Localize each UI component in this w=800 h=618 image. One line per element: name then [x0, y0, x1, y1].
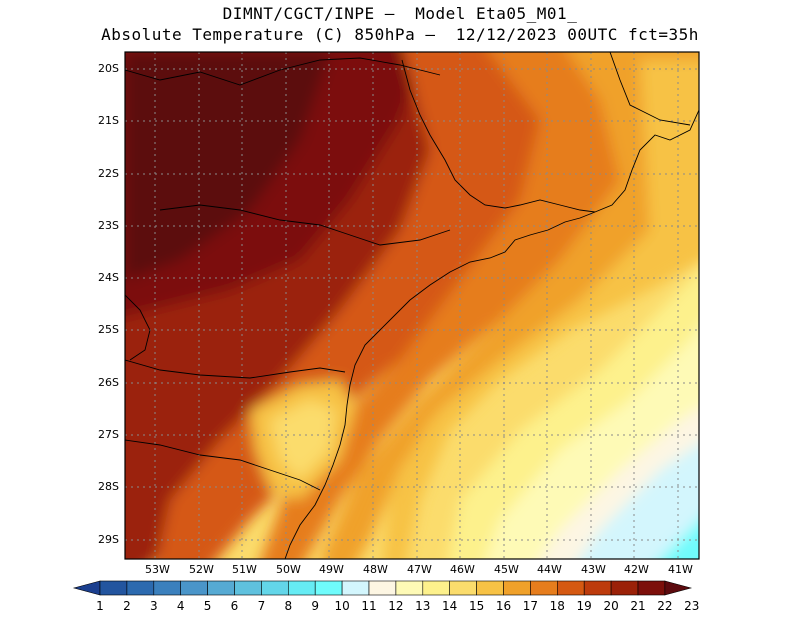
- lon-label: 43W: [581, 563, 606, 576]
- colorbar-label: 8: [284, 599, 293, 613]
- temperature-map: [124, 51, 700, 560]
- border-es: [609, 52, 691, 126]
- lon-label: 44W: [537, 563, 562, 576]
- border-pr-sc: [125, 359, 346, 379]
- title-line-1: DIMNT/CGCT/INPE – Model Eta05_M01_: [222, 4, 578, 23]
- lon-label: 52W: [189, 563, 214, 576]
- colorbar-label: 11: [361, 599, 377, 613]
- border-rj-mg: [401, 59, 596, 213]
- lon-label: 50W: [276, 563, 301, 576]
- colorbar: [72, 580, 693, 596]
- title-line-2: Absolute Temperature (C) 850hPa – 12/12/…: [101, 25, 699, 44]
- colorbar-label: 14: [442, 599, 458, 613]
- colorbar-segment: [99, 580, 128, 596]
- lat-label: 27S: [98, 428, 119, 441]
- lat-label: 24S: [98, 271, 119, 284]
- lat-label: 20S: [98, 62, 119, 75]
- lon-label: 45W: [494, 563, 519, 576]
- colorbar-label: 5: [203, 599, 212, 613]
- lat-label: 22S: [98, 167, 119, 180]
- colorbar-label: 12: [388, 599, 404, 613]
- colorbar-segment: [153, 580, 182, 596]
- lat-label: 28S: [98, 480, 119, 493]
- lon-label: 42W: [624, 563, 649, 576]
- colorbar-label: 22: [657, 599, 673, 613]
- colorbar-arrow-left: [72, 580, 101, 596]
- lat-label: 26S: [98, 376, 119, 389]
- colorbar-label: 9: [311, 599, 320, 613]
- lat-label: 29S: [98, 533, 119, 546]
- colorbar-segment: [126, 580, 155, 596]
- colorbar-segment: [503, 580, 531, 596]
- colorbar-label: 18: [549, 599, 565, 613]
- border-sp-pr: [159, 204, 451, 246]
- lon-label: 41W: [668, 563, 693, 576]
- colorbar-segment: [583, 580, 612, 596]
- colorbar-arrow-right: [664, 580, 693, 596]
- temperature-field: [125, 52, 699, 559]
- colorbar-segment: [207, 580, 235, 596]
- colorbar-label: 15: [468, 599, 485, 613]
- lat-label: 23S: [98, 219, 119, 232]
- lon-label: 51W: [232, 563, 257, 576]
- colorbar-segment: [314, 580, 343, 596]
- border-sc-rs: [125, 439, 321, 491]
- colorbar-segment: [422, 580, 450, 596]
- colorbar-segment: [180, 580, 208, 596]
- lon-label: 47W: [407, 563, 432, 576]
- border-mg: [125, 57, 441, 86]
- lon-label: 48W: [363, 563, 388, 576]
- lat-label: 25S: [98, 323, 119, 336]
- colorbar-label: 13: [415, 599, 431, 613]
- colorbar-segment: [556, 580, 585, 596]
- colorbar-segment: [234, 580, 262, 596]
- colorbar-label: 4: [176, 599, 185, 613]
- colorbar-label: 2: [123, 599, 131, 613]
- colorbar-segment: [449, 580, 477, 596]
- colorbar-label: 19: [576, 599, 592, 613]
- coastline: [284, 109, 699, 559]
- border-paraguay: [125, 294, 151, 361]
- colorbar-segment: [637, 580, 666, 596]
- lat-label: 21S: [98, 114, 119, 127]
- lon-label: 53W: [145, 563, 170, 576]
- colorbar-segment: [530, 580, 558, 596]
- colorbar-label: 23: [684, 599, 700, 613]
- colorbar-label: 17: [522, 599, 539, 613]
- colorbar-segment: [261, 580, 289, 596]
- colorbar-label: 6: [230, 599, 239, 613]
- map-frame: [124, 51, 700, 560]
- colorbar-segment: [476, 580, 504, 596]
- lon-label: 49W: [319, 563, 344, 576]
- colorbar-label: 1: [96, 599, 104, 613]
- colorbar-label: 20: [603, 599, 619, 613]
- colorbar-label: 21: [630, 599, 646, 613]
- colorbar-segment: [287, 580, 316, 596]
- colorbar-segment: [341, 580, 370, 596]
- colorbar-label: 3: [149, 599, 158, 613]
- lon-label: 46W: [450, 563, 475, 576]
- colorbar-segment: [368, 580, 397, 596]
- colorbar-label: 7: [257, 599, 266, 613]
- coastline-and-borders: [125, 52, 699, 559]
- graticule: [125, 52, 699, 559]
- colorbar-segment: [610, 580, 639, 596]
- colorbar-label: 16: [495, 599, 512, 613]
- colorbar-segment: [395, 580, 424, 596]
- colorbar-label: 10: [334, 599, 350, 613]
